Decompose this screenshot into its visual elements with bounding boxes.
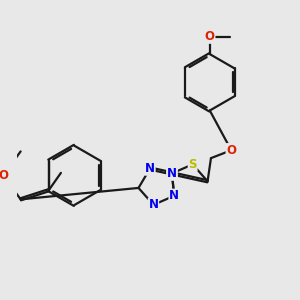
Text: S: S <box>188 158 197 171</box>
Text: N: N <box>148 198 158 211</box>
Text: N: N <box>167 167 177 180</box>
Text: N: N <box>167 167 177 180</box>
Text: O: O <box>205 30 215 43</box>
Text: N: N <box>169 189 179 202</box>
Text: O: O <box>0 169 8 182</box>
Text: O: O <box>226 144 236 157</box>
Text: N: N <box>145 162 155 175</box>
